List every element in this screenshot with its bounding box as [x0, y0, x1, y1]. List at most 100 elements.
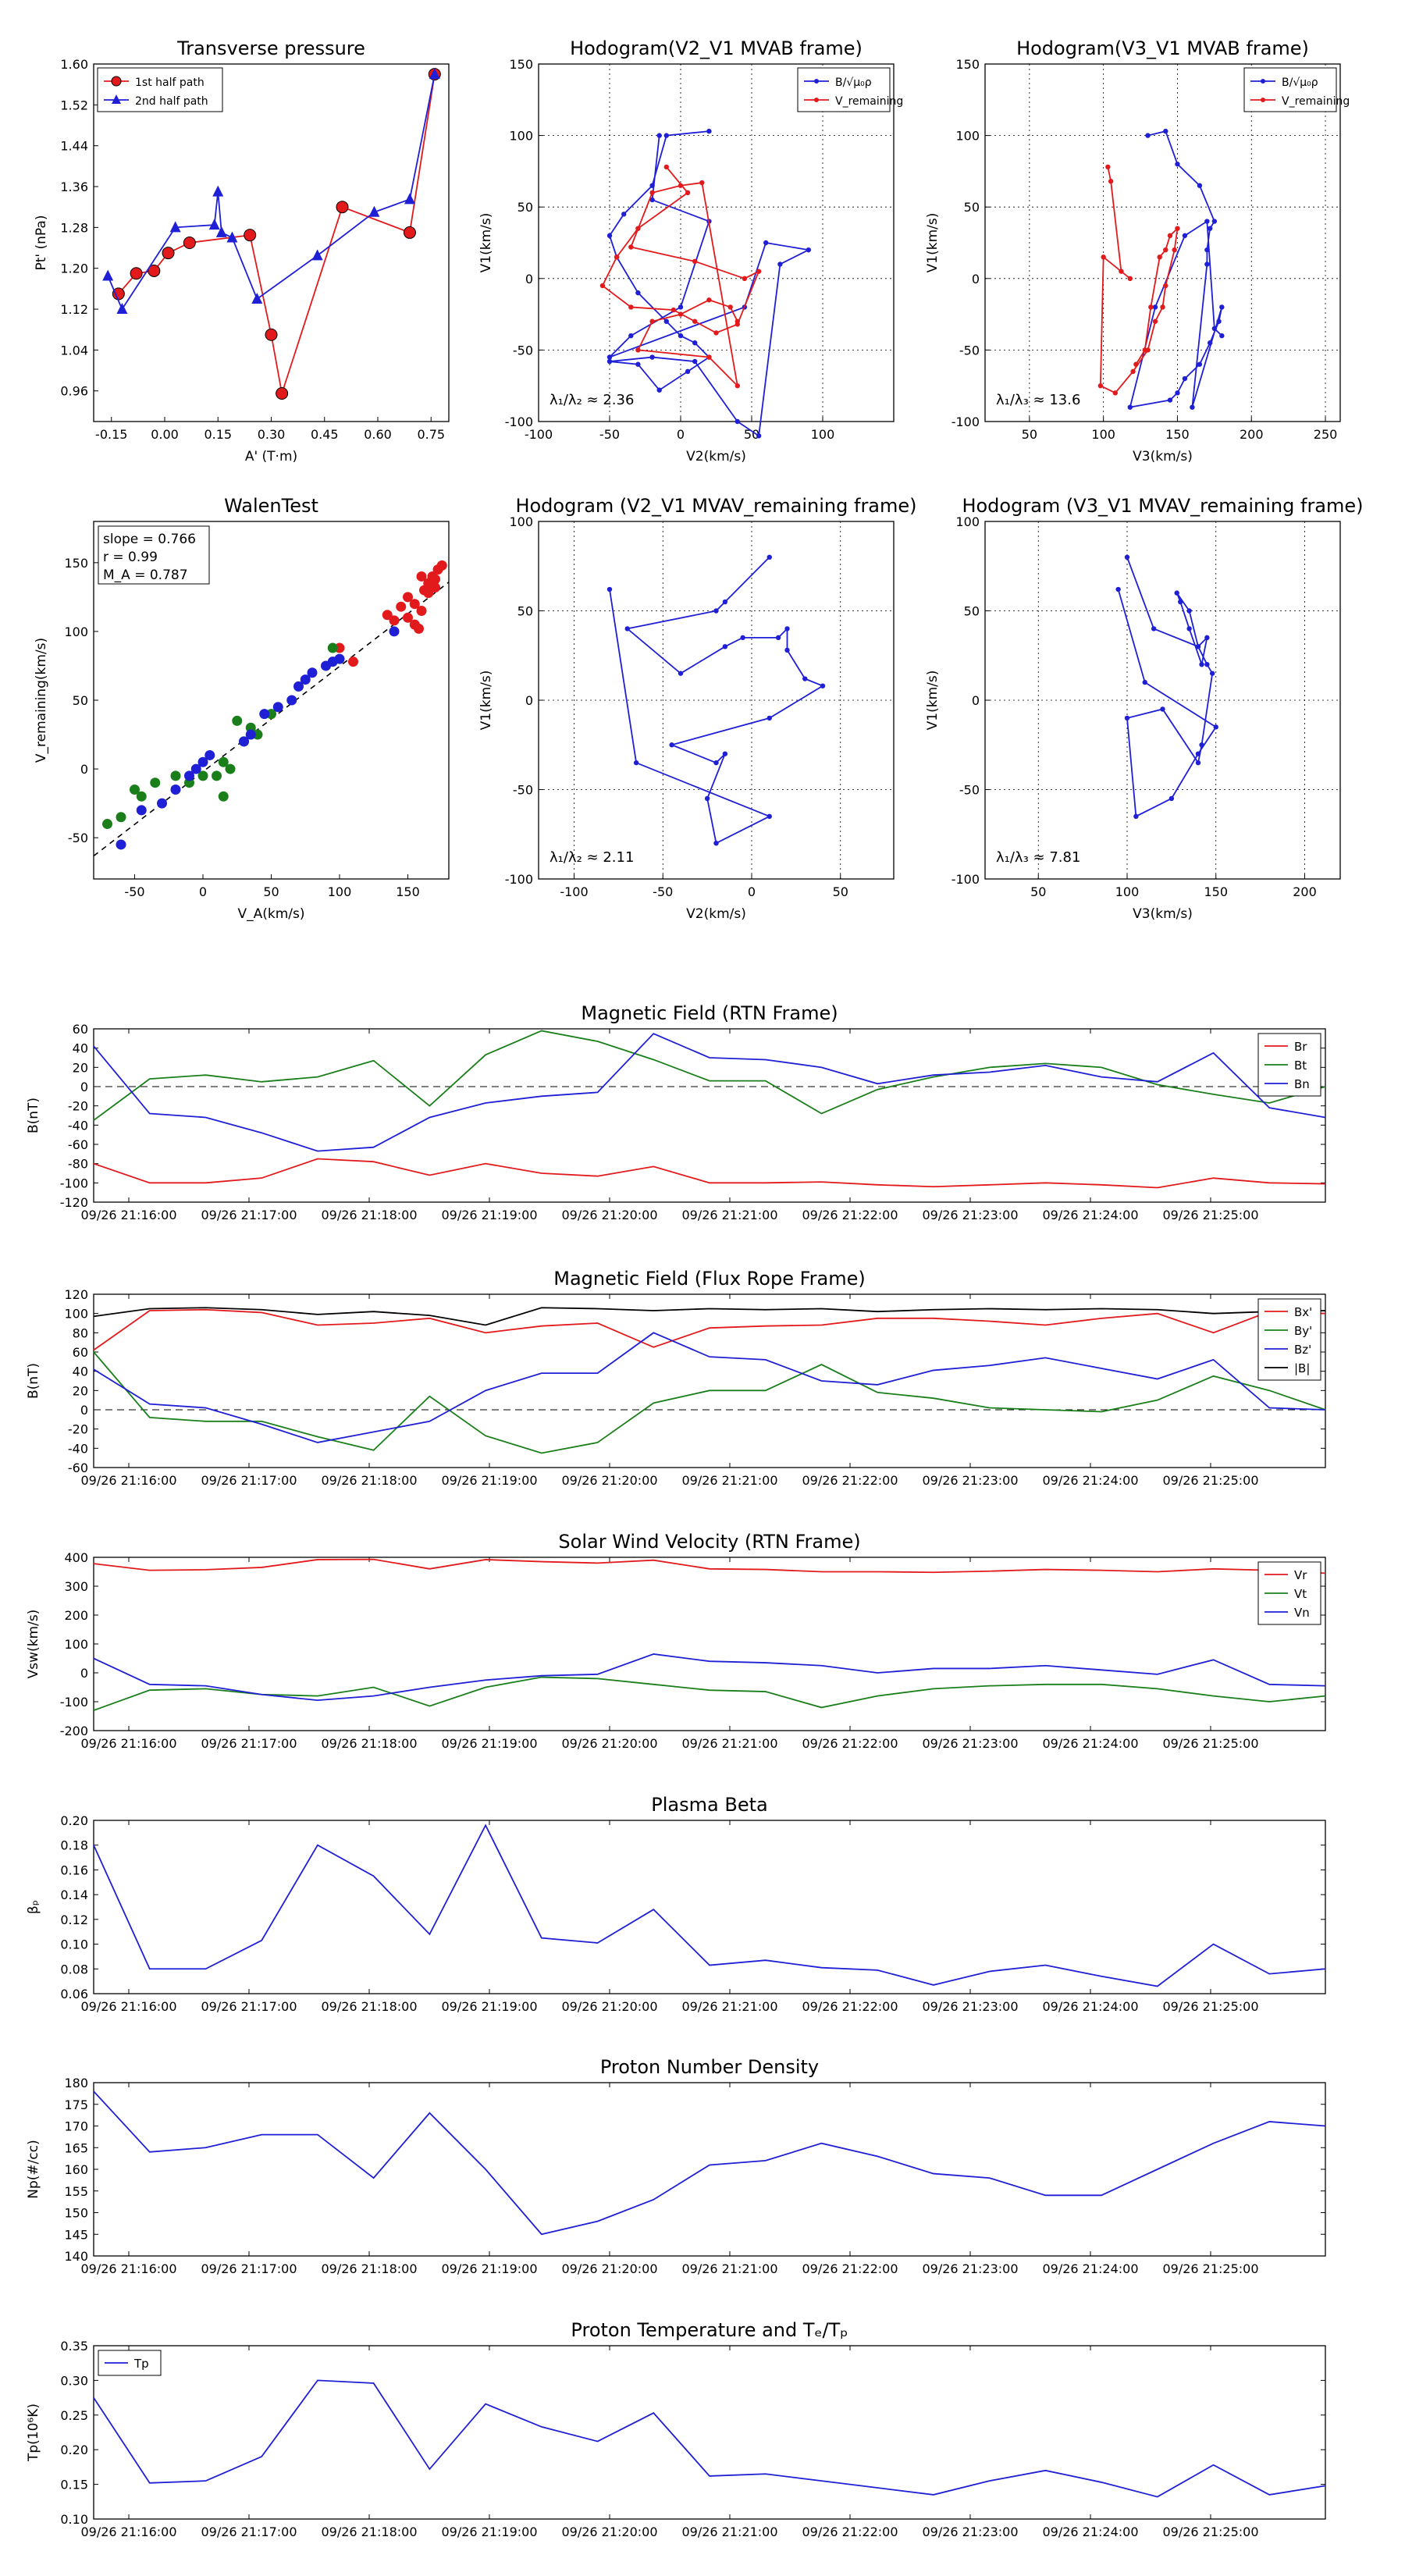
data-point: [756, 433, 762, 439]
y-tick-label: 165: [64, 2140, 88, 2155]
data-point: [276, 387, 289, 400]
x-tick-label: 09/26 21:18:00: [321, 1473, 417, 1488]
data-point-blue: [307, 667, 318, 678]
data-point-green: [116, 812, 126, 823]
data-point: [1108, 179, 1114, 184]
y-tick-label: 150: [955, 57, 980, 72]
data-point: [663, 133, 669, 138]
data-point: [606, 233, 613, 239]
data-point: [706, 354, 712, 360]
data-point: [183, 237, 196, 249]
data-point: [336, 201, 349, 214]
x-tick-label: 09/26 21:19:00: [441, 2261, 537, 2276]
legend-frame: [97, 67, 223, 112]
data-point: [1163, 283, 1168, 289]
legend-label: V_remaining: [1282, 95, 1350, 108]
y-tick-label: 60: [73, 1022, 88, 1037]
chart-title: Proton Number Density: [600, 2056, 819, 2078]
eigen-ratio-annotation: λ₁/λ₂ ≈ 2.36: [550, 392, 634, 408]
data-point: [713, 330, 719, 336]
series-line-Bz': [93, 1332, 1326, 1443]
data-point: [713, 841, 719, 846]
data-point: [1219, 304, 1225, 310]
data-point: [1127, 276, 1133, 281]
data-point: [1105, 164, 1111, 170]
y-tick-label: 0: [525, 272, 533, 286]
data-point-green: [197, 770, 208, 781]
y-tick-label: -20: [68, 1422, 88, 1437]
x-tick-label: 100: [1091, 427, 1115, 442]
data-point: [806, 247, 812, 253]
data-point: [1130, 368, 1136, 375]
legend-label: Bz': [1294, 1343, 1311, 1357]
data-point: [1204, 262, 1210, 267]
x-tick-label: -50: [124, 884, 144, 899]
data-point: [614, 254, 620, 260]
data-point: [777, 262, 783, 267]
series-line-beta: [93, 1823, 1326, 1987]
legend-label: Vr: [1294, 1568, 1307, 1582]
x-tick-label: 0.30: [258, 427, 286, 442]
x-tick-label: 09/26 21:24:00: [1042, 2261, 1138, 2276]
y-tick-label: 0: [80, 1080, 88, 1094]
y-tick-label: 0: [80, 1666, 88, 1681]
series-line-Bx': [93, 1308, 1326, 1351]
y-tick-label: -50: [513, 783, 533, 798]
legend: Vr Vt Vn: [1257, 1561, 1321, 1625]
y-tick-label: 20: [73, 1060, 88, 1075]
x-tick-label: 09/26 21:24:00: [1042, 1736, 1138, 1751]
legend-label: By': [1294, 1324, 1312, 1338]
y-tick-label: 1.12: [60, 302, 88, 317]
x-tick-label: 100: [811, 427, 835, 442]
data-point: [429, 68, 440, 80]
legend-label: Bt: [1294, 1059, 1307, 1073]
y-tick-label: -50: [68, 831, 88, 845]
chart-title: Proton Temperature and Tₑ/Tₚ: [571, 2319, 848, 2341]
data-point: [102, 269, 114, 281]
data-point: [678, 304, 684, 310]
data-point-blue: [239, 736, 249, 747]
fit-line: [93, 582, 450, 857]
y-tick-label: 0: [972, 693, 980, 708]
legend: B/√μ₀ρ V_remaining: [797, 67, 903, 112]
x-tick-label: 150: [1204, 884, 1228, 899]
data-point: [633, 760, 639, 766]
data-point: [1142, 679, 1147, 685]
data-point: [606, 358, 613, 365]
data-point: [678, 311, 684, 317]
chart-title: Hodogram (V3_V1 MVAV_remaining frame): [962, 495, 1363, 517]
data-point-blue: [245, 729, 256, 740]
x-tick-label: 09/26 21:18:00: [321, 2261, 417, 2276]
x-tick-label: 09/26 21:17:00: [201, 2524, 297, 2539]
data-point-red: [389, 615, 400, 626]
data-point: [635, 361, 641, 367]
data-point: [226, 231, 238, 243]
series-line-Bn: [93, 1033, 1326, 1152]
y-tick-label: -100: [505, 872, 533, 887]
x-tick-label: 09/26 21:20:00: [561, 1736, 657, 1751]
data-point-blue: [205, 749, 215, 760]
stats-text: r = 0.99: [103, 550, 158, 565]
y-axis-label: Vsw(km/s): [26, 1610, 41, 1679]
data-point: [635, 226, 641, 231]
x-tick-label: 09/26 21:25:00: [1162, 1999, 1258, 2014]
y-tick-label: -60: [68, 1137, 88, 1152]
data-point: [311, 249, 323, 261]
y-axis-label: V1(km/s): [925, 671, 941, 731]
data-point: [628, 333, 634, 339]
x-tick-label: 09/26 21:24:00: [1042, 2524, 1138, 2539]
chart-title: Magnetic Field (RTN Frame): [581, 1002, 838, 1024]
data-point: [1174, 590, 1179, 596]
legend: B/√μ₀ρ V_remaining: [1243, 67, 1350, 112]
y-tick-label: 1.52: [60, 98, 88, 112]
y-axis-label: V1(km/s): [925, 213, 941, 273]
y-axis-label: B(nT): [26, 1363, 41, 1399]
x-tick-label: 09/26 21:25:00: [1162, 1208, 1258, 1222]
x-tick-label: 09/26 21:20:00: [561, 2261, 657, 2276]
data-point: [1204, 635, 1210, 641]
data-point: [1207, 340, 1213, 346]
data-point-green: [102, 819, 112, 830]
data-point: [1124, 715, 1130, 721]
legend-frame: [797, 67, 891, 112]
x-tick-label: 09/26 21:25:00: [1162, 2261, 1258, 2276]
